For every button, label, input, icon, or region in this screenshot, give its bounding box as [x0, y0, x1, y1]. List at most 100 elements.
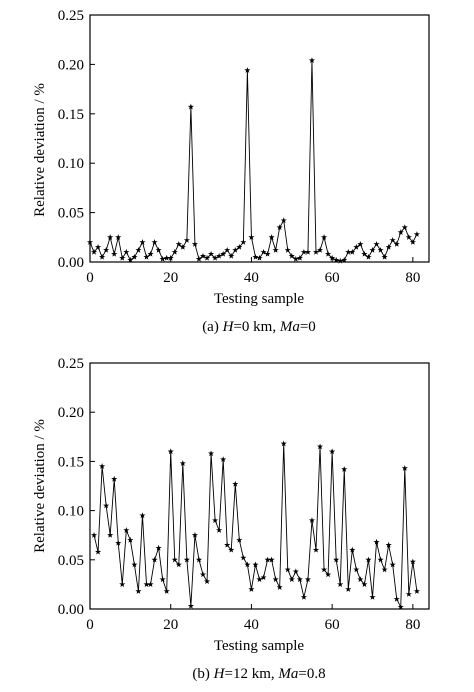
caption-ma-value: =0.8: [298, 666, 325, 682]
data-point-marker: [163, 588, 170, 594]
data-point-marker: [119, 581, 126, 587]
data-point-marker: [288, 252, 295, 259]
data-point-marker: [264, 250, 271, 257]
data-point-marker: [159, 255, 166, 262]
data-point-marker: [216, 527, 223, 533]
data-point-marker: [111, 250, 118, 257]
data-point-marker: [151, 556, 158, 563]
x-tick-label: 40: [244, 617, 259, 633]
caption-h-var: H: [222, 319, 235, 335]
data-point-marker: [143, 581, 150, 587]
data-point-marker: [228, 252, 235, 259]
data-point-marker: [147, 250, 154, 257]
data-point-marker: [187, 602, 194, 609]
data-point-marker: [361, 250, 368, 257]
y-tick-labels: 0.00 0.05 0.10 0.15 0.20 0.25: [58, 356, 84, 618]
y-tick-label: 0.00: [58, 255, 84, 271]
caption-h-value: =0 km,: [233, 319, 279, 335]
data-point-marker: [377, 556, 384, 563]
x-tick-label: 40: [244, 270, 259, 286]
data-point-marker: [123, 527, 130, 533]
data-point-marker: [199, 252, 207, 259]
data-point-marker: [208, 450, 215, 457]
y-tick-label: 0.00: [58, 602, 84, 618]
x-axis-label: Testing sample: [214, 291, 305, 307]
data-point-marker: [171, 248, 178, 255]
data-point-marker: [276, 224, 283, 231]
y-ticks: [90, 14, 95, 263]
plot-frame: [89, 362, 430, 610]
data-point-marker: [369, 593, 376, 600]
data-point-marker: [341, 256, 348, 263]
chart-panel-b: Relative deviation / % 0 20 40 60 80 0.0…: [32, 356, 430, 682]
data-point-marker: [236, 536, 243, 543]
data-point-marker: [316, 246, 324, 253]
x-tick-label: 0: [86, 617, 94, 633]
data-point-marker: [353, 566, 360, 573]
data-point-marker: [175, 561, 182, 568]
data-point-marker: [240, 239, 247, 245]
data-point-marker: [203, 254, 211, 261]
data-point-marker: [228, 546, 235, 553]
x-tick-label: 20: [163, 617, 178, 633]
x-tick-labels: 0 20 40 60 80: [86, 270, 420, 286]
data-point-marker: [224, 246, 231, 253]
data-point-marker: [95, 243, 102, 250]
data-point-marker: [312, 248, 320, 255]
data-point-marker: [183, 237, 190, 243]
data-point-marker: [409, 239, 416, 245]
data-point-marker: [107, 234, 114, 240]
y-tick-label: 0.10: [58, 504, 84, 520]
data-point-marker: [151, 239, 158, 245]
data-point-marker: [393, 241, 400, 247]
data-point-marker: [361, 581, 368, 587]
data-point-marker: [357, 576, 364, 583]
data-point-marker: [159, 576, 166, 583]
data-point-marker: [191, 241, 198, 247]
data-point-marker: [268, 556, 275, 563]
data-point-marker: [203, 578, 211, 585]
data-point-marker: [373, 241, 380, 247]
data-point-marker: [296, 254, 303, 261]
data-point-marker: [147, 581, 154, 587]
y-tick-label: 0.05: [58, 206, 84, 222]
x-tick-label: 60: [325, 270, 340, 286]
y-tick-label: 0.25: [58, 356, 84, 372]
data-point-marker: [107, 532, 114, 538]
data-point-marker: [413, 588, 420, 594]
data-point-marker: [103, 502, 110, 509]
caption-ma-value: =0: [300, 319, 316, 335]
data-point-marker: [349, 546, 356, 553]
x-tick-label: 80: [405, 617, 420, 633]
y-tick-label: 0.20: [58, 405, 84, 421]
data-point-marker: [252, 253, 259, 260]
data-point-marker: [377, 246, 384, 253]
data-point-marker: [90, 532, 98, 538]
data-point-marker: [272, 576, 279, 583]
data-point-marker: [321, 566, 328, 573]
y-tick-label: 0.20: [58, 57, 84, 73]
y-tick-label: 0.05: [58, 553, 84, 569]
data-point-marker: [127, 256, 134, 263]
data-point-marker: [232, 480, 239, 487]
data-point-marker: [381, 253, 388, 260]
data-point-marker: [292, 568, 299, 575]
data-point-marker: [143, 253, 150, 260]
data-point-marker: [99, 463, 106, 469]
data-point-marker: [195, 556, 203, 563]
data-point-marker: [171, 556, 178, 563]
data-point-marker: [86, 239, 94, 245]
figure-caption: (a) H=0 km, Ma=0: [202, 319, 316, 335]
data-point-marker: [312, 546, 320, 553]
data-point-marker: [260, 248, 267, 255]
data-point-marker: [179, 460, 186, 466]
data-point-marker: [232, 246, 239, 253]
data-point-marker: [155, 544, 162, 551]
data-point-marker: [135, 246, 142, 253]
caption-ma-var: Ma: [277, 666, 298, 682]
data-point-marker: [95, 548, 102, 555]
data-point-marker: [175, 241, 182, 247]
data-point-marker: [308, 57, 316, 64]
data-point-marker: [90, 248, 98, 255]
